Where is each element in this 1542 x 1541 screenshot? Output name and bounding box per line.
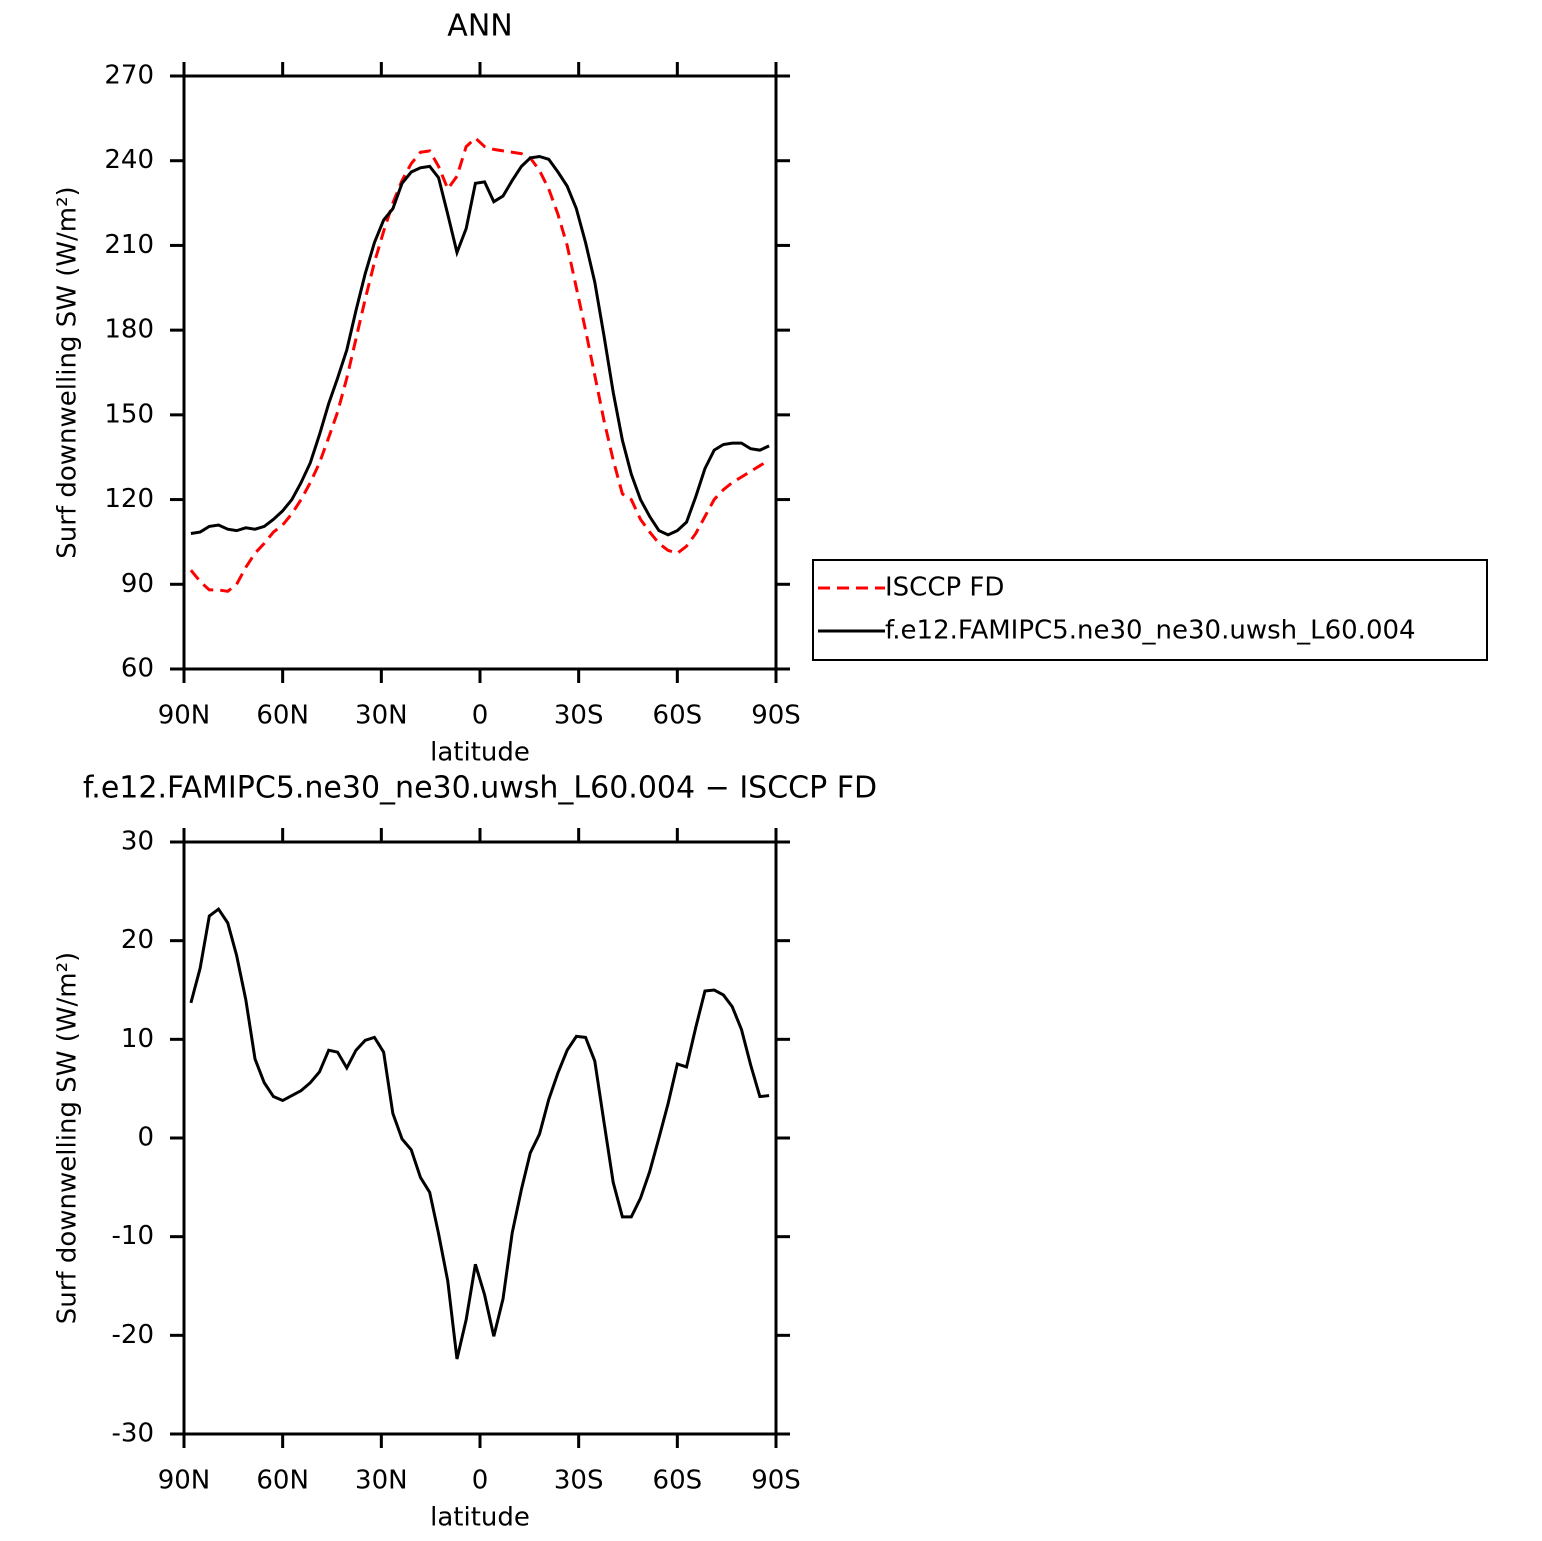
plot: f.e12.FAMIPC5.ne30_ne30.uwsh_L60.004 − I… (53, 771, 878, 1533)
y-tick-label: -10 (112, 1221, 154, 1251)
x-tick-label: 0 (472, 701, 489, 731)
plot-frame (182, 840, 778, 1436)
x-tick-label: 60S (653, 1466, 703, 1496)
x-tick-label: 60S (653, 701, 703, 731)
y-tick-label: 90 (121, 569, 154, 599)
y-tick-label: 210 (104, 230, 154, 260)
x-tick-label: 30S (554, 1466, 604, 1496)
legend-label: f.e12.FAMIPC5.ne30_ne30.uwsh_L60.004 (885, 616, 1416, 646)
x-tick-label: 90N (158, 1466, 211, 1496)
series-line (190, 154, 770, 537)
x-tick-label: 60N (256, 1466, 309, 1496)
y-tick-label: 240 (104, 145, 154, 175)
y-tick-label: 30 (121, 827, 154, 857)
x-tick-label: 30N (355, 1466, 408, 1496)
y-tick-label: 10 (121, 1024, 154, 1054)
y-tick-label: -30 (112, 1419, 154, 1449)
y-tick-label: 60 (121, 654, 154, 684)
y-tick-label: 20 (121, 925, 154, 955)
x-tick-label: 0 (472, 1466, 489, 1496)
chart-title: f.e12.FAMIPC5.ne30_ne30.uwsh_L60.004 − I… (83, 771, 877, 806)
x-tick-label: 30N (355, 701, 408, 731)
x-tick-label: 90S (751, 1466, 801, 1496)
x-tick-label: 60N (256, 701, 309, 731)
y-tick-label: 150 (104, 399, 154, 429)
x-tick-label: 90N (158, 701, 211, 731)
y-axis-label: Surf downwelling SW (W/m²) (53, 186, 83, 558)
plot-frame (182, 74, 778, 671)
legend-box (812, 559, 1488, 661)
y-tick-label: 180 (104, 315, 154, 345)
legend-label: ISCCP FD (885, 573, 1004, 603)
x-axis-label: latitude (430, 738, 530, 768)
series-line (189, 136, 770, 593)
x-tick-label: 90S (751, 701, 801, 731)
y-axis-label: Surf downwelling SW (W/m²) (53, 952, 83, 1324)
y-tick-label: 270 (104, 61, 154, 91)
y-tick-label: 0 (137, 1123, 154, 1153)
y-tick-label: 120 (104, 484, 154, 514)
series-line (189, 906, 770, 1360)
y-tick-label: -20 (112, 1320, 154, 1350)
x-axis-label: latitude (430, 1503, 530, 1533)
chart-title: ANN (447, 9, 512, 44)
x-tick-label: 30S (554, 701, 604, 731)
